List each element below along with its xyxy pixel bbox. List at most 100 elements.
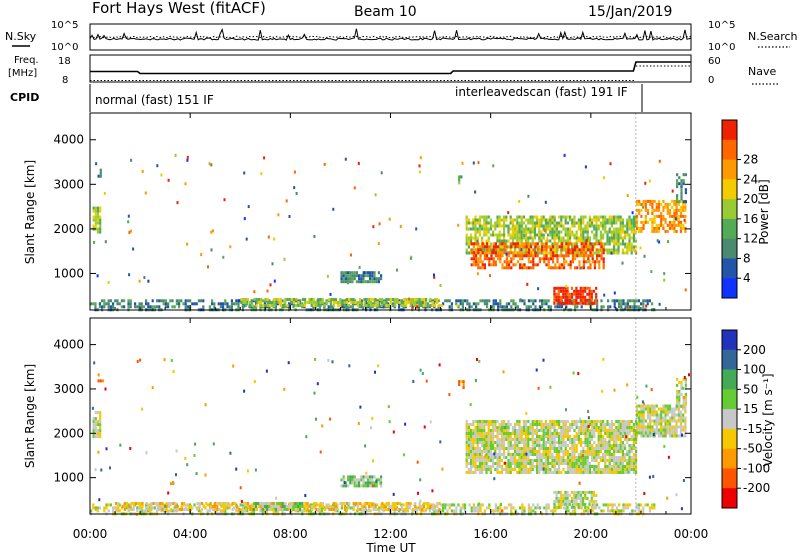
data-cell (518, 459, 521, 462)
data-cell (181, 502, 184, 505)
data-cell (563, 260, 566, 264)
data-cell (345, 298, 348, 301)
data-cell (522, 215, 525, 219)
data-cell (364, 274, 367, 278)
data-cell (655, 214, 658, 218)
data-cell (651, 413, 654, 417)
data-cell (628, 468, 631, 471)
data-cell (483, 302, 486, 306)
data-cell (527, 420, 530, 423)
data-cell (436, 298, 439, 301)
data-cell (570, 490, 574, 494)
data-cell (638, 422, 641, 426)
data-cell (288, 215, 291, 218)
data-cell (525, 450, 528, 453)
data-cell (527, 221, 530, 225)
data-cell (527, 503, 530, 507)
data-cell (409, 256, 412, 260)
data-cell (372, 505, 375, 508)
data-cell (547, 299, 550, 303)
data-cell (630, 438, 633, 441)
data-cell (499, 302, 502, 306)
data-cell (558, 456, 561, 459)
data-cell (628, 471, 631, 474)
data-cell (90, 509, 93, 513)
data-cell (673, 410, 676, 414)
data-cell (582, 227, 585, 231)
data-cell (173, 305, 176, 309)
data-cell (580, 266, 583, 270)
data-cell (682, 377, 685, 381)
data-cell (591, 509, 594, 513)
data-cell (615, 239, 618, 243)
data-cell (529, 450, 532, 453)
data-cell (632, 447, 635, 450)
data-cell (684, 208, 687, 212)
data-cell (485, 453, 488, 456)
data-cell (648, 299, 651, 303)
data-cell (567, 509, 570, 513)
frequency-panel: Freq. [MHz] 18 8 60 0 Nave (8, 54, 780, 86)
data-cell (483, 248, 486, 252)
data-cell (455, 509, 458, 513)
data-cell (382, 305, 385, 309)
data-cell (617, 447, 620, 450)
noise-search-line (89, 35, 692, 39)
data-cell (459, 299, 462, 303)
data-cell (525, 465, 528, 468)
data-cell (486, 242, 489, 246)
data-cell (644, 431, 647, 435)
data-cell (483, 435, 486, 438)
data-cell (577, 490, 580, 494)
data-cell (653, 422, 656, 426)
data-cell (353, 186, 356, 190)
data-cell (653, 428, 656, 432)
data-cell (673, 229, 676, 233)
data-cell (608, 444, 611, 447)
data-cell (549, 471, 552, 474)
data-cell (565, 408, 567, 412)
data-cell (607, 503, 610, 507)
data-cell (682, 202, 685, 206)
data-cell (575, 444, 578, 447)
data-cell (552, 245, 555, 249)
data-cell (644, 214, 647, 218)
data-cell (680, 197, 683, 201)
data-cell (630, 465, 633, 468)
data-cell (558, 420, 561, 423)
data-cell (483, 423, 486, 426)
data-cell (626, 450, 629, 453)
data-cell (642, 305, 645, 309)
data-cell (613, 221, 616, 225)
data-cell (288, 298, 291, 301)
data-cell (385, 508, 388, 511)
data-cell (541, 305, 544, 309)
data-cell (628, 444, 631, 447)
data-cell (613, 242, 616, 246)
data-cell (514, 444, 517, 447)
data-cell (600, 305, 603, 309)
data-cell (279, 304, 282, 307)
data-cell (624, 245, 627, 249)
data-cell (684, 395, 687, 399)
data-cell (619, 459, 622, 462)
data-cell (476, 456, 479, 459)
data-cell (233, 506, 236, 510)
data-cell (560, 432, 563, 435)
data-cell (347, 274, 350, 278)
data-cell (227, 502, 230, 505)
data-cell (472, 263, 475, 267)
data-cell (626, 453, 629, 456)
data-cell (536, 441, 539, 444)
data-cell (317, 298, 320, 301)
data-cell (602, 257, 605, 261)
data-cell (323, 304, 326, 307)
data-cell (676, 173, 679, 177)
data-cell (299, 508, 302, 511)
data-cell (531, 215, 534, 219)
data-cell (632, 465, 635, 468)
data-cell (626, 506, 629, 510)
data-cell (483, 468, 486, 471)
data-cell (511, 444, 514, 447)
data-cell (558, 245, 561, 249)
